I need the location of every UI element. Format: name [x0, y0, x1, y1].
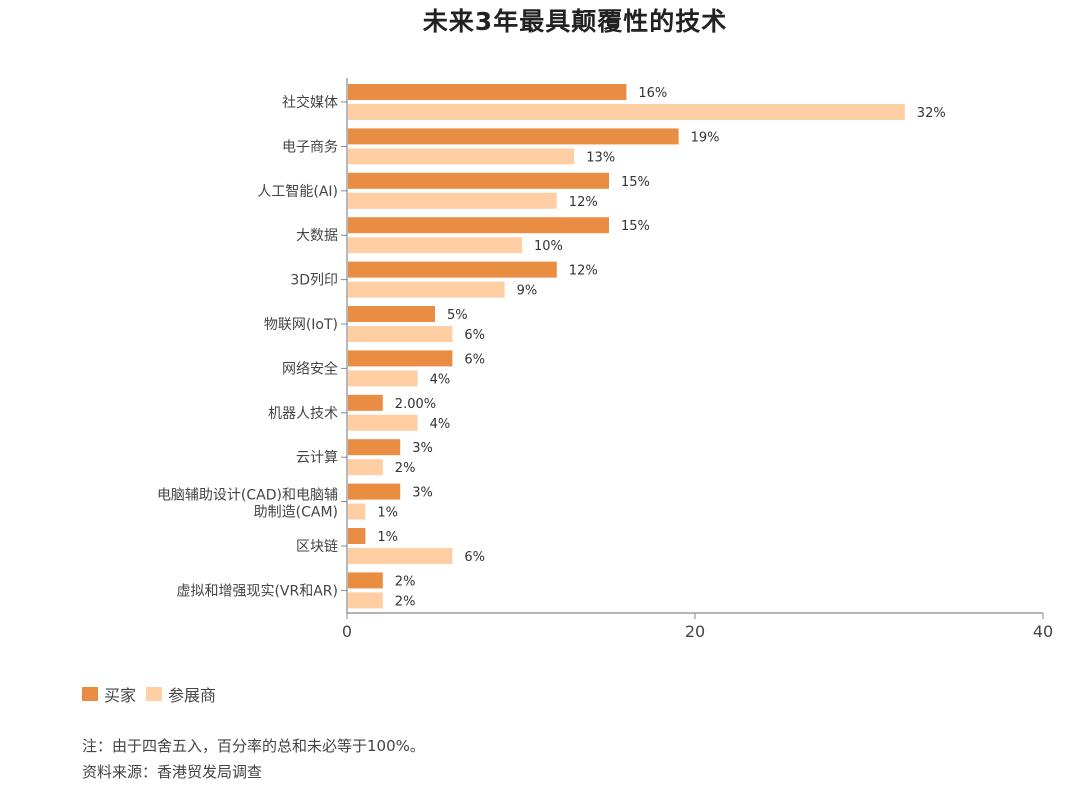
value-label: 15%	[621, 219, 650, 234]
footnotes: 注：由于四舍五入，百分率的总和未必等于100%。 资料来源：香港贸发局调查	[82, 733, 425, 785]
bar-buyers[interactable]	[348, 483, 401, 500]
category-label: 物联网(IoT)	[264, 317, 338, 333]
value-label: 15%	[621, 175, 650, 190]
bar-buyers[interactable]	[348, 528, 366, 544]
bar-exhibitors[interactable]	[348, 548, 453, 564]
category-label: 电脑辅助设计(CAD)和电脑辅	[157, 488, 338, 504]
legend-swatch-exhibitors	[146, 687, 163, 701]
bar-buyers[interactable]	[348, 261, 557, 278]
bars-group: 16% 32% 19% 13% 15% 12% 15% 10% 12% 9% 5% 6% 6% 4% 2.0…	[348, 84, 946, 609]
legend-item-buyers[interactable]: 买家	[82, 682, 136, 706]
category-label: 3D列印	[290, 273, 338, 289]
category-label: 大数据	[296, 228, 338, 244]
bar-buyers[interactable]	[348, 128, 679, 145]
value-label: 10%	[534, 239, 563, 254]
value-label: 2%	[395, 461, 416, 476]
x-tick-label: 20	[685, 622, 705, 641]
bar-exhibitors[interactable]	[348, 370, 418, 387]
bar-exhibitors[interactable]	[348, 237, 522, 254]
bar-exhibitors[interactable]	[348, 148, 575, 165]
bar-exhibitors[interactable]	[348, 414, 418, 431]
value-label: 6%	[464, 550, 485, 565]
value-label: 4%	[430, 372, 451, 387]
bar-buyers[interactable]	[348, 84, 627, 100]
bar-buyers[interactable]	[348, 306, 435, 322]
bar-exhibitors[interactable]	[348, 503, 366, 520]
rounding-note: 注：由于四舍五入，百分率的总和未必等于100%。	[82, 737, 425, 755]
value-label: 13%	[586, 150, 615, 165]
value-label: 16%	[638, 86, 667, 101]
category-label: 人工智能(AI)	[257, 184, 338, 200]
legend-item-exhibitors[interactable]: 参展商	[146, 682, 216, 706]
legend-swatch-buyers	[82, 687, 98, 701]
bar-exhibitors[interactable]	[348, 459, 383, 476]
bar-buyers[interactable]	[348, 350, 453, 367]
value-label: 1%	[377, 530, 398, 545]
source-note: 资料来源：香港贸发局调查	[82, 763, 263, 781]
legend: 买家 参展商	[82, 682, 226, 706]
value-label: 3%	[412, 486, 433, 501]
value-label: 4%	[430, 417, 451, 432]
x-tick-label: 40	[1033, 622, 1053, 641]
legend-label-exhibitors: 参展商	[168, 686, 217, 705]
value-label: 2.00%	[395, 397, 436, 412]
value-label: 9%	[517, 284, 538, 299]
category-label: 机器人技术	[268, 406, 338, 422]
category-label: 社交媒体	[282, 94, 338, 111]
bar-exhibitors[interactable]	[348, 592, 383, 609]
category-label: 区块链	[296, 539, 338, 555]
bar-buyers[interactable]	[348, 394, 383, 411]
value-label: 2%	[395, 574, 416, 589]
bar-exhibitors[interactable]	[348, 192, 557, 209]
bar-chart: 16% 32% 19% 13% 15% 12% 15% 10% 12% 9% 5% 6% 6% 4% 2.0…	[157, 78, 1053, 641]
bar-buyers[interactable]	[348, 439, 401, 456]
value-label: 6%	[464, 352, 485, 367]
value-label: 5%	[447, 308, 468, 323]
bar-exhibitors[interactable]	[348, 281, 505, 298]
value-label: 6%	[464, 328, 485, 343]
value-label: 19%	[691, 130, 720, 145]
chart-title: 未来3年最具颠覆性的技术	[422, 7, 728, 36]
category-label: 电子商务	[282, 139, 338, 155]
value-label: 2%	[395, 594, 416, 609]
category-label: 云计算	[296, 450, 338, 466]
value-label: 1%	[377, 506, 398, 521]
bar-buyers[interactable]	[348, 572, 383, 589]
legend-label-buyers: 买家	[104, 686, 137, 705]
bar-buyers[interactable]	[348, 172, 609, 189]
value-label: 3%	[412, 441, 433, 456]
category-label: 网络安全	[282, 360, 338, 377]
axes: 0 20 40	[341, 78, 1053, 641]
bar-exhibitors[interactable]	[348, 104, 905, 120]
category-label: 助制造(CAM)	[254, 505, 338, 521]
category-label: 虚拟和增强现实(VR和AR)	[176, 583, 338, 599]
value-label: 12%	[569, 195, 598, 210]
value-label: 32%	[917, 106, 946, 121]
bar-exhibitors[interactable]	[348, 326, 453, 342]
x-tick-label: 0	[342, 622, 352, 641]
value-label: 12%	[569, 264, 598, 279]
bar-buyers[interactable]	[348, 217, 609, 234]
